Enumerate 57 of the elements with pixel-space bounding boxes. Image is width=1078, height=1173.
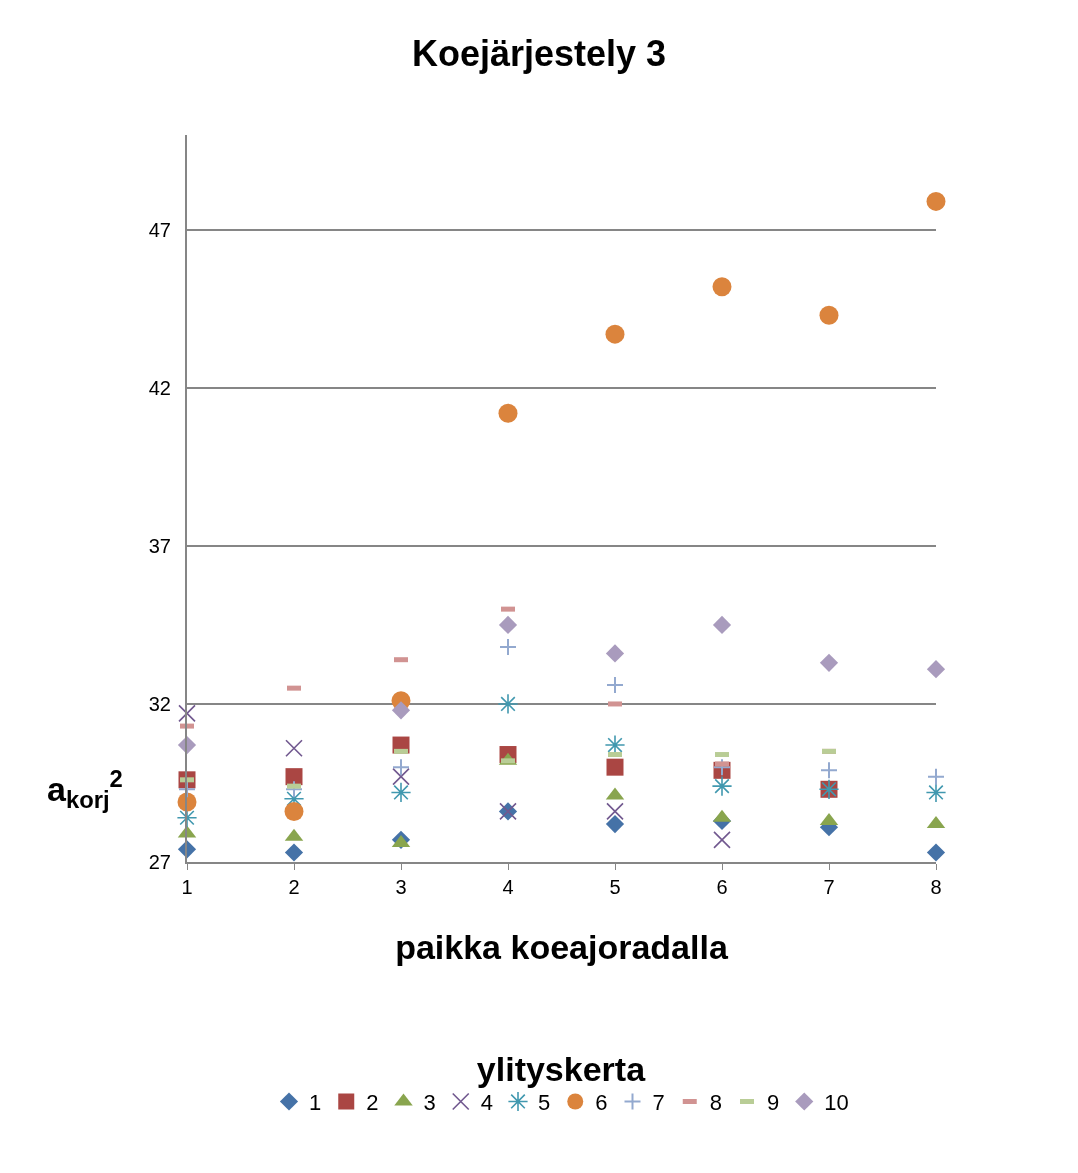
point bbox=[178, 704, 196, 723]
point bbox=[821, 762, 837, 779]
x-tick-label: 2 bbox=[288, 876, 300, 898]
legend-label: 9 bbox=[767, 1090, 780, 1116]
y-tick-label: 27 bbox=[148, 851, 171, 873]
x-tick-label: 8 bbox=[930, 876, 942, 898]
point bbox=[390, 782, 412, 803]
point bbox=[285, 739, 303, 758]
y-tick-label: 32 bbox=[148, 692, 171, 715]
legend-label: 10 bbox=[824, 1090, 849, 1116]
x-tick-label: 6 bbox=[716, 876, 728, 898]
point bbox=[391, 701, 411, 720]
point bbox=[607, 676, 623, 693]
point bbox=[711, 775, 733, 797]
point bbox=[926, 843, 946, 862]
x-tick-label: 7 bbox=[823, 876, 835, 898]
point bbox=[392, 767, 410, 786]
point bbox=[393, 759, 409, 776]
point bbox=[500, 639, 516, 656]
legend-label: 6 bbox=[595, 1090, 608, 1116]
point bbox=[819, 653, 839, 672]
x-tick-label: 1 bbox=[181, 876, 193, 898]
legend-label: 8 bbox=[709, 1090, 722, 1116]
legend-label: 3 bbox=[423, 1090, 436, 1116]
point bbox=[498, 615, 518, 635]
point bbox=[928, 768, 944, 785]
y-tick-label: 37 bbox=[148, 534, 171, 557]
x-axis-title: paikka koeajoradalla bbox=[395, 927, 729, 966]
point bbox=[926, 660, 946, 679]
legend-label: 5 bbox=[538, 1090, 551, 1116]
point bbox=[606, 758, 624, 776]
legend-label: 4 bbox=[480, 1090, 493, 1116]
legend-label: 7 bbox=[652, 1090, 665, 1116]
point bbox=[497, 693, 519, 715]
legend-label: 2 bbox=[366, 1090, 379, 1116]
point bbox=[925, 782, 947, 803]
point bbox=[284, 801, 304, 821]
point bbox=[605, 324, 625, 344]
x-tick-label: 3 bbox=[395, 876, 407, 898]
y-tick-label: 42 bbox=[148, 376, 171, 399]
legend-label: 1 bbox=[309, 1090, 322, 1116]
legend-title: ylityskerta bbox=[476, 1049, 647, 1088]
point bbox=[712, 615, 732, 635]
point bbox=[926, 191, 946, 211]
point bbox=[605, 644, 625, 663]
chart-title: Koejärjestely 3 bbox=[411, 33, 667, 75]
y-tick-label: 47 bbox=[148, 218, 171, 241]
point bbox=[712, 277, 732, 297]
point bbox=[284, 843, 304, 862]
point bbox=[285, 768, 303, 786]
x-tick-label: 4 bbox=[502, 876, 514, 898]
point bbox=[498, 403, 518, 423]
point bbox=[605, 814, 625, 834]
point bbox=[713, 831, 731, 849]
point bbox=[606, 802, 624, 821]
point bbox=[819, 305, 839, 325]
x-tick-label: 5 bbox=[609, 876, 621, 898]
